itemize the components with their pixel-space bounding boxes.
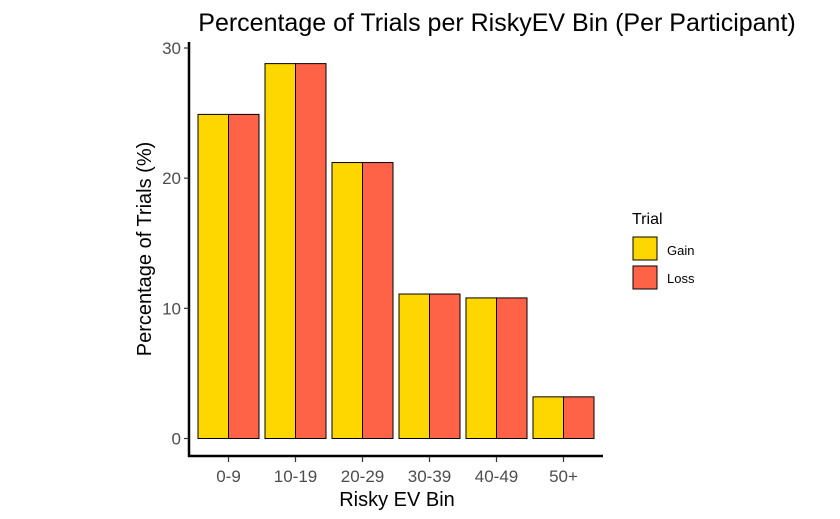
bar-loss-10-19 (295, 63, 327, 440)
chart-title: Percentage of Trials per RiskyEV Bin (Pe… (198, 9, 795, 37)
x-tick-label: 10-19 (274, 467, 317, 486)
legend-label-loss: Loss (667, 271, 695, 286)
bar-gain-40-49 (465, 297, 497, 440)
bar-gain-50+ (532, 396, 564, 440)
x-tick-label: 40-49 (475, 467, 518, 486)
legend: Trial Gain Loss (632, 211, 695, 290)
bar-loss-30-39 (429, 293, 461, 440)
x-tick-label: 20-29 (341, 467, 384, 486)
y-tick-label: 20 (162, 169, 181, 188)
legend-title: Trial (632, 211, 663, 228)
x-tick-label: 50+ (549, 467, 578, 486)
legend-label-gain: Gain (667, 243, 694, 258)
bar-gain-0-9 (197, 113, 229, 439)
y-tick-label: 0 (172, 430, 181, 449)
y-axis-label: Percentage of Trials (%) (134, 142, 156, 357)
legend-key-gain (632, 236, 658, 261)
y-tick-label: 30 (162, 39, 181, 58)
bar-loss-0-9 (228, 113, 260, 439)
x-axis-label: Risky EV Bin (339, 489, 455, 511)
y-tick-label: 10 (162, 299, 181, 318)
y-ticks: 0 10 20 30 (162, 39, 189, 449)
bar-loss-50+ (563, 396, 595, 440)
bars (197, 63, 595, 440)
bar-loss-40-49 (496, 297, 528, 440)
bar-gain-10-19 (264, 63, 296, 440)
x-tick-label: 30-39 (408, 467, 451, 486)
bar-gain-30-39 (398, 293, 430, 440)
x-ticks: 0-9 10-19 20-29 30-39 40-49 50+ (216, 457, 578, 486)
bar-loss-20-29 (362, 162, 394, 439)
bar-gain-20-29 (331, 162, 363, 439)
x-tick-label: 0-9 (216, 467, 241, 486)
legend-key-loss (632, 265, 658, 290)
